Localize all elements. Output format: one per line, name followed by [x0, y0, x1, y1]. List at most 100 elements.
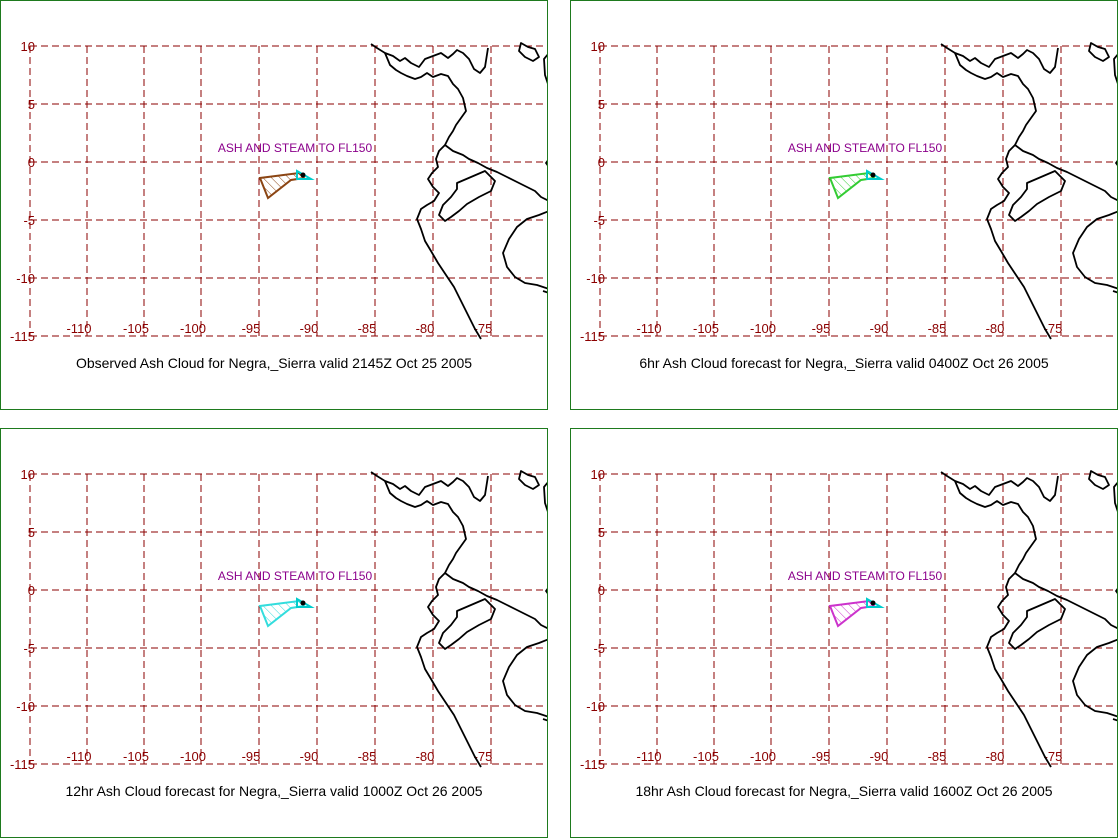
coastline: [1008, 170, 1066, 222]
latitude-tick-label: -5: [23, 641, 35, 656]
latitude-tick-label: -115: [580, 757, 605, 772]
latitude-tick-label: 5: [598, 525, 605, 540]
map-canvas: 10 5 0 -5 -10 -115 -110 -105 -100 -95 -90 -85 -80 -75…: [10, 467, 547, 772]
coastline: [1113, 481, 1117, 512]
coastline: [1112, 718, 1117, 722]
map-panel-observed: 10 5 0 -5 -10 -115 -110 -105 -100 -95 -90 -85 -80 -75…: [0, 0, 548, 410]
longitude-tick-label: -110: [66, 749, 91, 764]
coastline: [1088, 470, 1110, 490]
coastline: [384, 480, 547, 630]
ash-cloud-annotation: ASH AND STEAM TO FL150: [788, 141, 943, 155]
longitude-tick-label: -90: [870, 321, 889, 336]
longitude-tick-label: -95: [242, 749, 261, 764]
map-panel-6hr: 10 5 0 -5 -10 -115 -110 -105 -100 -95 -90 -85 -80 -75…: [570, 0, 1118, 410]
longitude-tick-label: -105: [123, 321, 149, 336]
map-panel-18hr: 10 5 0 -5 -10 -115 -110 -105 -100 -95 -90 -85 -80 -75…: [570, 428, 1118, 838]
latitude-tick-label: 5: [598, 97, 605, 112]
latitude-tick-label: -5: [593, 213, 605, 228]
volcano-location-dot: [870, 600, 876, 606]
longitude-tick-label: -95: [242, 321, 261, 336]
longitude-tick-label: -105: [123, 749, 149, 764]
coastline: [416, 572, 482, 768]
coastline: [502, 210, 547, 290]
longitude-tick-label: -100: [180, 321, 206, 336]
longitude-tick-label: -75: [1044, 749, 1063, 764]
longitude-tick-label: -105: [693, 321, 719, 336]
coastline: [518, 42, 540, 62]
coastline: [954, 480, 1117, 630]
latitude-tick-label: -115: [10, 329, 35, 344]
latitude-tick-label: -5: [593, 641, 605, 656]
coastline: [438, 170, 496, 222]
longitude-tick-label: -75: [1044, 321, 1063, 336]
latitude-tick-label: 10: [21, 467, 35, 482]
longitude-tick-label: -100: [180, 749, 206, 764]
latitude-tick-label: -115: [10, 757, 35, 772]
coastline: [545, 160, 547, 166]
longitude-tick-label: -80: [416, 749, 435, 764]
longitude-tick-label: -110: [66, 321, 91, 336]
latitude-tick-label: -10: [586, 699, 605, 714]
ash-cloud-annotation: ASH AND STEAM TO FL150: [218, 141, 373, 155]
coastline: [1115, 588, 1117, 594]
coastline: [1072, 638, 1117, 718]
latitude-tick-label: 10: [21, 39, 35, 54]
latitude-tick-label: -5: [23, 213, 35, 228]
coastline: [986, 572, 1052, 768]
longitude-tick-label: -90: [300, 321, 319, 336]
map-canvas: 10 5 0 -5 -10 -115 -110 -105 -100 -95 -90 -85 -80 -75…: [580, 39, 1117, 344]
latitude-tick-label: 0: [598, 155, 605, 170]
panel-caption: 6hr Ash Cloud forecast for Negra,_Sierra…: [639, 355, 1049, 371]
longitude-tick-label: -110: [636, 321, 661, 336]
latitude-tick-label: -115: [580, 329, 605, 344]
coastline: [1112, 290, 1117, 294]
volcano-location-dot: [870, 172, 876, 178]
longitude-tick-label: -90: [300, 749, 319, 764]
longitude-tick-label: -85: [358, 321, 377, 336]
coastline: [940, 43, 1059, 74]
coastline: [1072, 210, 1117, 290]
coastline: [986, 144, 1052, 340]
coastline: [370, 43, 489, 74]
coastline: [502, 638, 547, 718]
longitude-tick-label: -85: [928, 321, 947, 336]
panel-caption: Observed Ash Cloud for Negra,_Sierra val…: [75, 355, 473, 371]
coastline: [542, 290, 547, 294]
latitude-tick-label: -10: [16, 271, 35, 286]
map-canvas: 10 5 0 -5 -10 -115 -110 -105 -100 -95 -90 -85 -80 -75…: [580, 467, 1117, 772]
ash-cloud-annotation: ASH AND STEAM TO FL150: [788, 569, 943, 583]
longitude-tick-label: -75: [474, 749, 493, 764]
coastline: [543, 53, 547, 84]
coastline: [438, 598, 496, 650]
latitude-tick-label: 10: [591, 39, 605, 54]
coastline: [416, 144, 482, 340]
longitude-tick-label: -100: [750, 749, 776, 764]
longitude-tick-label: -80: [986, 321, 1005, 336]
latitude-tick-label: -10: [16, 699, 35, 714]
longitude-tick-label: -85: [928, 749, 947, 764]
coastline: [543, 481, 547, 512]
volcano-location-dot: [300, 172, 306, 178]
latitude-tick-label: 5: [28, 525, 35, 540]
map-canvas: 10 5 0 -5 -10 -115 -110 -105 -100 -95 -90 -85 -80 -75…: [10, 39, 547, 344]
longitude-tick-label: -80: [986, 749, 1005, 764]
longitude-tick-label: -110: [636, 749, 661, 764]
coastline: [370, 471, 489, 502]
latitude-tick-label: 5: [28, 97, 35, 112]
coastline: [1088, 42, 1110, 62]
coastline: [954, 52, 1117, 202]
longitude-tick-label: -95: [812, 321, 831, 336]
volcano-location-dot: [300, 600, 306, 606]
coastline: [545, 588, 547, 594]
longitude-tick-label: -105: [693, 749, 719, 764]
panel-caption: 12hr Ash Cloud forecast for Negra,_Sierr…: [65, 783, 483, 799]
coastline: [384, 52, 547, 202]
coastline: [518, 470, 540, 490]
longitude-tick-label: -85: [358, 749, 377, 764]
latitude-tick-label: 0: [28, 155, 35, 170]
longitude-tick-label: -90: [870, 749, 889, 764]
map-panel-12hr: 10 5 0 -5 -10 -115 -110 -105 -100 -95 -90 -85 -80 -75…: [0, 428, 548, 838]
ash-cloud-annotation: ASH AND STEAM TO FL150: [218, 569, 373, 583]
latitude-tick-label: -10: [586, 271, 605, 286]
panel-caption: 18hr Ash Cloud forecast for Negra,_Sierr…: [635, 783, 1053, 799]
